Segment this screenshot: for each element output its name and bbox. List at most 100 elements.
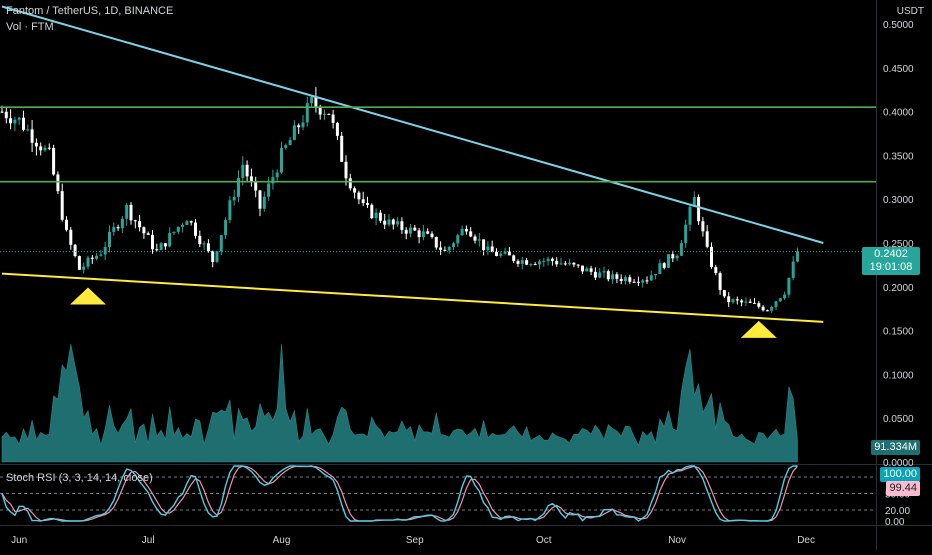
candle-body	[47, 147, 51, 149]
candle-body	[520, 260, 524, 264]
candle-body	[146, 233, 150, 235]
candle-body	[52, 147, 56, 175]
candle-body	[770, 306, 774, 311]
candle-body	[710, 246, 713, 268]
candle-body	[490, 246, 494, 253]
candle-body	[761, 306, 765, 311]
price-tick-label: 0.1500	[883, 327, 914, 338]
candle-body	[73, 244, 77, 257]
currency-label: USDT	[896, 6, 924, 17]
candle-body	[538, 261, 541, 265]
candle-body	[456, 235, 460, 244]
candle-body	[753, 302, 756, 304]
candle-body	[434, 236, 438, 248]
volume-area	[1, 343, 798, 463]
candle-body	[447, 246, 451, 251]
candle-body	[628, 277, 632, 282]
candle-body	[559, 263, 563, 265]
candle-body	[323, 113, 326, 115]
candle-body	[142, 227, 146, 234]
candle-body	[258, 190, 262, 209]
candle-body	[232, 196, 236, 201]
rsi-tick-label: 0.00	[885, 517, 905, 528]
candle-body	[56, 174, 60, 192]
candle-body	[705, 231, 709, 247]
candle-body	[327, 113, 331, 115]
candle-body	[172, 231, 176, 234]
candle-body	[641, 280, 645, 283]
candle-body	[189, 221, 193, 223]
descending-trendline	[1, 5, 824, 244]
candle-body	[439, 247, 443, 250]
candle-body	[593, 271, 597, 278]
candle-body	[576, 264, 580, 266]
triangle-up-marker	[70, 287, 106, 305]
candle-body	[443, 249, 447, 251]
candle-body	[86, 257, 90, 267]
candle-body	[237, 177, 240, 197]
candle-body	[667, 254, 670, 268]
candle-body	[163, 243, 167, 247]
candle-body	[176, 226, 180, 232]
price-value: 0.2402	[874, 248, 908, 260]
candle-body	[133, 220, 137, 222]
candle-body	[0, 111, 4, 113]
price-tick-label: 0.4000	[883, 108, 914, 119]
candle-body	[288, 139, 292, 146]
candle-body	[611, 274, 615, 280]
candle-body	[39, 146, 43, 151]
candle-body	[181, 224, 185, 227]
candle-body	[606, 271, 610, 280]
candle-body	[391, 219, 395, 225]
candle-body	[796, 251, 799, 262]
time-tick-label: Nov	[668, 535, 686, 546]
candle-body	[155, 249, 159, 251]
candle-body	[658, 263, 662, 275]
price-tick-label: 0.3000	[883, 195, 914, 206]
candle-body	[224, 219, 228, 236]
candle-body	[469, 231, 473, 237]
volume-label: Vol · FTM	[6, 21, 54, 33]
candle-body	[791, 261, 795, 278]
candle-body	[103, 246, 107, 255]
candle-body	[783, 294, 787, 299]
candle-body	[572, 262, 576, 265]
candle-body	[499, 253, 503, 256]
candle-body	[697, 197, 701, 222]
candle-body	[340, 135, 344, 162]
time-tick-label: Jun	[11, 535, 27, 546]
candle-body	[421, 231, 425, 238]
stoch-k-line	[1, 465, 798, 522]
candle-body	[168, 233, 172, 247]
candle-body	[26, 129, 30, 131]
time-tick-label: Aug	[273, 535, 291, 546]
candle-body	[417, 230, 421, 238]
candle-body	[120, 218, 124, 229]
candle-body	[654, 274, 658, 276]
candle-body	[262, 196, 266, 209]
price-tick-label: 0.2000	[883, 283, 914, 294]
candle-body	[284, 145, 288, 148]
candle-body	[129, 204, 133, 221]
candle-body	[125, 204, 129, 219]
candle-body	[305, 103, 309, 123]
candle-body	[757, 303, 761, 307]
candle-body	[34, 142, 38, 147]
candle-body	[671, 254, 675, 259]
candle-body	[624, 277, 627, 282]
candle-body	[297, 125, 301, 128]
candle-body	[477, 239, 481, 241]
candle-body	[679, 243, 683, 256]
candle-body	[546, 258, 550, 261]
candle-body	[112, 226, 116, 232]
candle-body	[714, 267, 718, 274]
candle-body	[116, 226, 120, 229]
price-tick-label: 0.1000	[883, 370, 914, 381]
candle-body	[185, 221, 189, 225]
candle-body	[744, 301, 748, 303]
candle-body	[245, 164, 249, 177]
candle-body	[731, 299, 735, 303]
candle-body	[275, 172, 279, 178]
